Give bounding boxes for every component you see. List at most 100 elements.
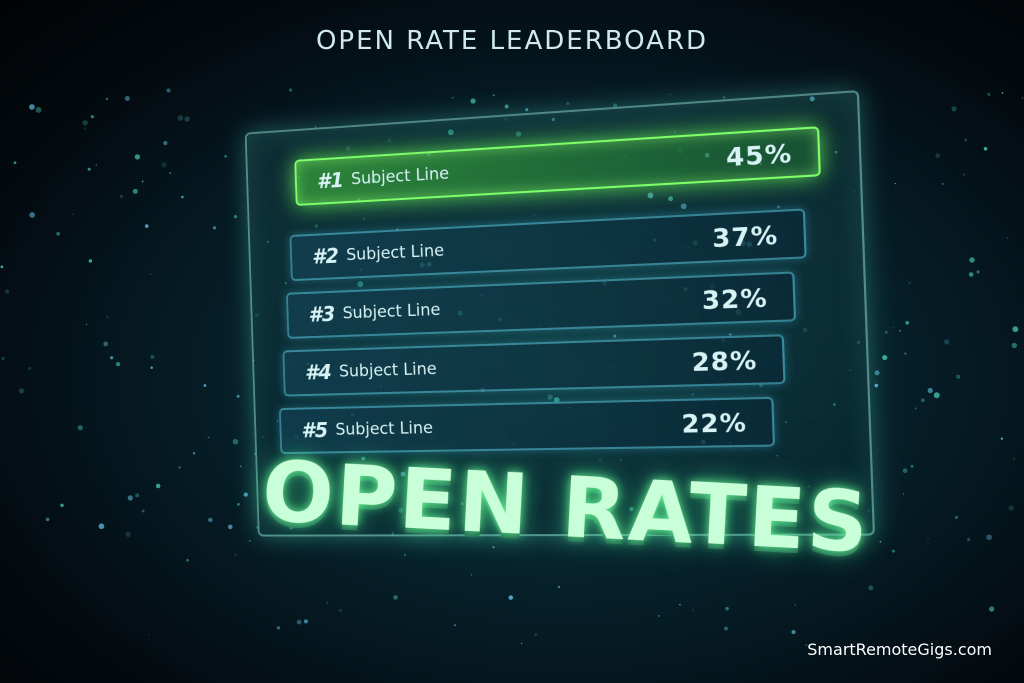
particle	[470, 573, 473, 576]
particle	[361, 456, 366, 461]
particle	[338, 608, 343, 612]
particle	[88, 259, 93, 263]
particle	[968, 272, 974, 277]
particle	[296, 619, 302, 625]
particle	[314, 126, 317, 128]
particle	[601, 516, 607, 522]
particle	[629, 506, 634, 512]
watermark: SmartRemoteGigs.com	[807, 640, 992, 659]
particle	[834, 150, 838, 154]
particle	[166, 88, 171, 93]
particle	[722, 96, 726, 99]
row: #4 Subject Line 28%	[282, 334, 786, 397]
particle	[794, 604, 796, 606]
particle	[207, 436, 210, 439]
particle	[1008, 505, 1015, 511]
particle	[910, 464, 914, 468]
particle	[391, 531, 394, 534]
particle	[986, 534, 992, 541]
particle	[1000, 437, 1004, 440]
particle	[899, 330, 901, 332]
rank: #3	[308, 302, 336, 327]
value: 32%	[701, 282, 769, 315]
particle	[276, 626, 281, 630]
particle	[288, 88, 293, 92]
particle	[186, 558, 189, 562]
particle	[784, 421, 787, 424]
particle	[581, 192, 584, 195]
particle	[181, 195, 184, 199]
value: 45%	[725, 137, 793, 172]
particle	[0, 265, 4, 269]
particle	[398, 507, 404, 513]
particle	[613, 334, 617, 338]
particle	[212, 226, 217, 230]
label: Subject Line	[345, 240, 445, 266]
particle	[674, 131, 676, 133]
particle	[951, 106, 957, 112]
particle	[393, 595, 398, 600]
particle	[805, 644, 808, 646]
particle	[276, 420, 278, 422]
particle	[208, 517, 213, 523]
particle	[515, 131, 522, 137]
particle	[234, 554, 237, 557]
particle	[150, 354, 155, 360]
particle	[83, 127, 86, 130]
particle	[253, 452, 257, 456]
particle	[120, 195, 123, 198]
particle	[534, 633, 537, 636]
particle	[853, 506, 858, 511]
particle	[400, 471, 406, 477]
particle	[391, 533, 394, 536]
particle	[904, 352, 907, 355]
particle	[557, 585, 561, 589]
particle	[613, 103, 618, 108]
particle	[150, 366, 153, 370]
particle	[884, 330, 888, 334]
particle	[98, 523, 105, 530]
value: 37%	[711, 219, 779, 253]
value: 22%	[681, 407, 748, 439]
particle	[902, 493, 905, 495]
particle	[141, 180, 144, 183]
particle	[856, 340, 861, 345]
label: Subject Line	[350, 163, 450, 190]
particle	[964, 138, 968, 142]
particle	[243, 492, 248, 497]
particle	[233, 214, 238, 219]
particle	[983, 146, 988, 151]
particle	[891, 549, 895, 553]
particle	[905, 320, 910, 325]
particle	[791, 630, 796, 635]
particle	[814, 501, 816, 503]
particle	[284, 282, 287, 285]
particle	[669, 93, 671, 95]
particle	[256, 526, 259, 529]
particle	[866, 508, 871, 513]
particle	[224, 155, 227, 158]
particle	[148, 633, 150, 636]
label: Subject Line	[342, 300, 441, 324]
particle	[668, 196, 674, 202]
particle	[87, 167, 91, 171]
particle	[598, 458, 603, 462]
particle	[303, 619, 308, 624]
rank: #1	[316, 168, 345, 194]
particle	[357, 281, 364, 288]
particle	[149, 273, 152, 276]
particle	[13, 161, 17, 165]
particle	[894, 183, 896, 185]
particle	[680, 203, 687, 210]
particle	[1, 357, 5, 361]
particle	[723, 519, 728, 525]
particle	[504, 104, 509, 109]
particle	[1013, 457, 1016, 460]
value: 28%	[691, 344, 758, 377]
particle	[18, 388, 25, 394]
row: #2 Subject Line 37%	[289, 208, 807, 282]
particle	[658, 615, 660, 617]
particle	[593, 518, 600, 525]
particle	[1006, 237, 1009, 239]
particle	[90, 115, 94, 119]
